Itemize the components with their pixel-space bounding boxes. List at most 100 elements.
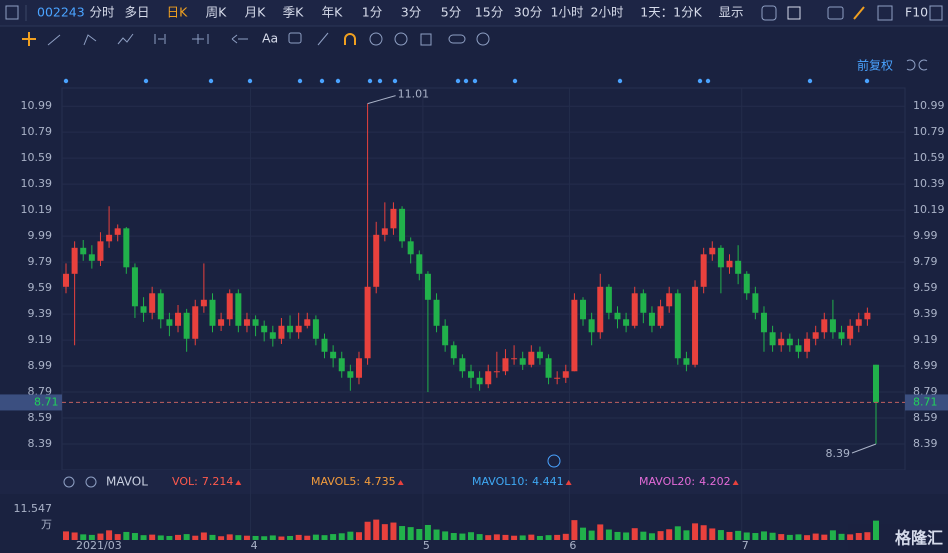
line-tool[interactable]: [47, 34, 61, 46]
y-tick-label-right: 8.99: [913, 359, 938, 372]
x-tick-label: 5: [423, 539, 430, 552]
candle-body: [717, 247, 724, 268]
volume-bar: [175, 534, 182, 540]
tool-settings[interactable]: [476, 32, 490, 46]
event-marker: [377, 78, 383, 84]
candle-body: [778, 338, 785, 346]
delete-tool[interactable]: [420, 33, 432, 46]
candle-body: [88, 254, 95, 261]
volume-bar: [295, 534, 302, 540]
candle-body: [545, 358, 552, 378]
candle-body: [295, 325, 302, 333]
period-tab[interactable]: 分时: [89, 5, 115, 20]
volume-bar: [63, 531, 69, 540]
candle-body: [330, 351, 337, 359]
undo-redo[interactable]: [906, 59, 928, 71]
arrow-tool[interactable]: [231, 34, 248, 44]
volume-bar: [485, 535, 492, 540]
event-marker: [319, 78, 325, 84]
volume-bar: [873, 520, 879, 540]
y-tick-label-right: 10.19: [913, 203, 945, 216]
volume-bar: [218, 536, 225, 540]
candle-body: [252, 319, 259, 326]
pen-icon[interactable]: [853, 6, 865, 20]
candle-body: [243, 319, 250, 326]
measure-tool[interactable]: [192, 34, 209, 44]
panel-icon-right[interactable]: [929, 5, 943, 21]
y-tick-label-right: 10.79: [913, 125, 945, 138]
candle-body: [364, 286, 371, 359]
magnet-tool[interactable]: [344, 33, 356, 45]
period-tab[interactable]: 多日: [124, 5, 149, 20]
period-tab[interactable]: 周K: [206, 5, 228, 20]
period-tab[interactable]: 月K: [245, 5, 267, 20]
candle-body: [743, 273, 750, 294]
candle-body: [804, 338, 811, 352]
candle-body: [528, 351, 535, 365]
volume-bar: [149, 534, 156, 540]
volume-bar: [80, 534, 87, 540]
channel-tool[interactable]: [83, 34, 97, 46]
period-tab[interactable]: 季K: [283, 5, 305, 20]
note-tool[interactable]: [288, 32, 302, 44]
candle-body: [183, 312, 190, 339]
candle-body: [390, 208, 397, 229]
period-tab[interactable]: 年K: [322, 5, 344, 20]
link-tool[interactable]: [448, 34, 466, 44]
period-tab[interactable]: 1分: [362, 5, 382, 20]
volume-bar: [717, 530, 724, 540]
candle-body: [278, 325, 285, 339]
settings-icon[interactable]: [761, 5, 777, 21]
period-tab[interactable]: 显示: [718, 5, 743, 20]
candle-body: [502, 358, 509, 372]
last-price-label: 8.71: [34, 395, 59, 408]
period-tab[interactable]: 2小时: [591, 5, 624, 20]
candle-body: [726, 260, 733, 268]
volume-bar: [580, 527, 587, 540]
sync-tool[interactable]: [369, 32, 383, 46]
volume-tick-label: 11.547: [14, 502, 53, 515]
y-tick-label-right: 8.39: [913, 437, 938, 450]
wave-tool[interactable]: [117, 33, 134, 45]
period-tab[interactable]: 1小时: [551, 5, 584, 20]
stock-code[interactable]: 002243: [37, 5, 85, 20]
candle-body: [580, 299, 587, 320]
y-tick-label: 9.39: [28, 307, 53, 320]
text-tool[interactable]: Aa: [262, 31, 278, 46]
crosshair-tool[interactable]: [22, 32, 36, 46]
event-marker: [697, 78, 703, 84]
last-price-label-right: 8.71: [913, 395, 938, 408]
volume-bar: [528, 534, 535, 540]
candle-body: [192, 306, 199, 339]
y-tick-label-right: 9.59: [913, 281, 938, 294]
candle-body: [588, 319, 595, 333]
hide-tool[interactable]: [394, 32, 408, 46]
range-tool[interactable]: [154, 34, 166, 44]
volume-bar: [183, 534, 190, 540]
adjust-button[interactable]: 前复权: [857, 58, 893, 73]
pencil-tool[interactable]: [317, 32, 329, 46]
period-tab[interactable]: 日K: [167, 5, 189, 20]
reset-button[interactable]: [547, 454, 561, 468]
candle-body: [140, 306, 147, 313]
volume-bar: [459, 533, 466, 540]
candle-body: [864, 312, 871, 320]
period-tab[interactable]: 3分: [401, 5, 421, 20]
panel-icon[interactable]: [5, 5, 19, 20]
checkbox[interactable]: [787, 6, 801, 20]
period-tab[interactable]: 1天：1分K: [640, 5, 702, 20]
x-tick-label: 7: [742, 539, 749, 552]
period-tab[interactable]: 5分: [441, 5, 461, 20]
period-tab[interactable]: 15分: [475, 5, 503, 20]
y-tick-label-right: 9.79: [913, 255, 938, 268]
fullscreen-icon[interactable]: [877, 5, 893, 21]
period-tab[interactable]: 30分: [514, 5, 542, 20]
f10-button[interactable]: F10: [905, 5, 928, 20]
volume-unit: 万: [41, 518, 52, 531]
camera-icon[interactable]: [827, 6, 844, 20]
indicator-settings[interactable]: [63, 476, 75, 488]
candle-body: [373, 234, 380, 287]
volume-bar: [605, 529, 612, 540]
indicator-close[interactable]: [85, 476, 97, 488]
candle-body: [640, 293, 647, 313]
